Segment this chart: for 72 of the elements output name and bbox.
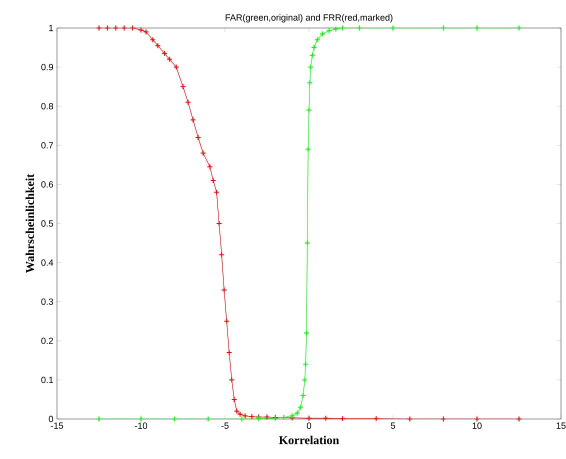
chart-title: FAR(green,original) and FRR(red,marked) <box>226 14 392 22</box>
point <box>138 416 144 422</box>
x-tick-label: 5 <box>390 422 396 429</box>
point <box>309 52 316 58</box>
point <box>206 164 213 170</box>
point <box>214 189 220 196</box>
x-tick-label: -10 <box>134 422 148 429</box>
point <box>474 25 480 31</box>
point <box>406 416 413 422</box>
point <box>298 404 304 410</box>
point <box>224 318 230 324</box>
y-tick-label: 1 <box>49 24 54 32</box>
point <box>306 415 312 422</box>
y-axis-title: Wahrscheinlichkeit <box>26 174 34 273</box>
y-tick-label: 0.6 <box>41 181 54 188</box>
point <box>248 414 255 420</box>
point <box>150 36 156 43</box>
point <box>314 36 320 43</box>
point <box>154 42 161 49</box>
y-tick-label: 0.9 <box>41 64 54 70</box>
point <box>228 376 235 383</box>
point <box>234 408 240 414</box>
x-tick-label: 0 <box>306 422 312 429</box>
point <box>185 99 192 106</box>
x-axis-title: Korrelation <box>278 436 340 444</box>
point <box>474 416 480 422</box>
point <box>162 50 168 56</box>
x-tick-label: 10 <box>472 422 482 429</box>
point <box>322 415 329 422</box>
y-tick-label: 0.1 <box>41 376 54 384</box>
point <box>305 146 312 152</box>
point <box>373 416 380 422</box>
point <box>340 416 346 422</box>
point <box>356 25 362 31</box>
y-tick-label: 0.8 <box>41 103 54 110</box>
point <box>200 150 206 156</box>
y-tick-label: 0 <box>48 416 54 422</box>
point <box>440 25 446 31</box>
point <box>319 30 326 37</box>
point <box>280 414 287 420</box>
point <box>326 28 332 34</box>
point <box>340 25 346 31</box>
point <box>216 220 222 226</box>
point <box>238 416 245 422</box>
point <box>440 416 446 422</box>
point <box>112 25 119 31</box>
point <box>294 410 300 416</box>
y-tick-label: 0.2 <box>41 338 54 344</box>
point <box>302 376 308 383</box>
x-tick-label: -5 <box>221 422 229 429</box>
y-tick-label: 0.3 <box>41 298 54 305</box>
point <box>121 25 128 31</box>
point <box>306 80 313 86</box>
point <box>308 64 314 70</box>
x-tick-label: -15 <box>50 422 64 429</box>
point <box>302 361 309 368</box>
point <box>205 416 212 422</box>
point <box>390 25 396 31</box>
point <box>218 252 225 258</box>
point <box>332 26 339 32</box>
point <box>173 64 180 70</box>
y-tick-label: 0.7 <box>41 142 54 148</box>
x-tick-label: 15 <box>556 422 566 429</box>
point <box>104 25 110 31</box>
y-tick-label: 0.4 <box>41 259 54 266</box>
y-tick-label: 0.5 <box>41 220 54 227</box>
point <box>180 84 186 90</box>
point <box>172 416 178 422</box>
point <box>306 107 312 114</box>
point <box>166 56 173 62</box>
point <box>130 25 136 31</box>
point <box>190 116 196 123</box>
